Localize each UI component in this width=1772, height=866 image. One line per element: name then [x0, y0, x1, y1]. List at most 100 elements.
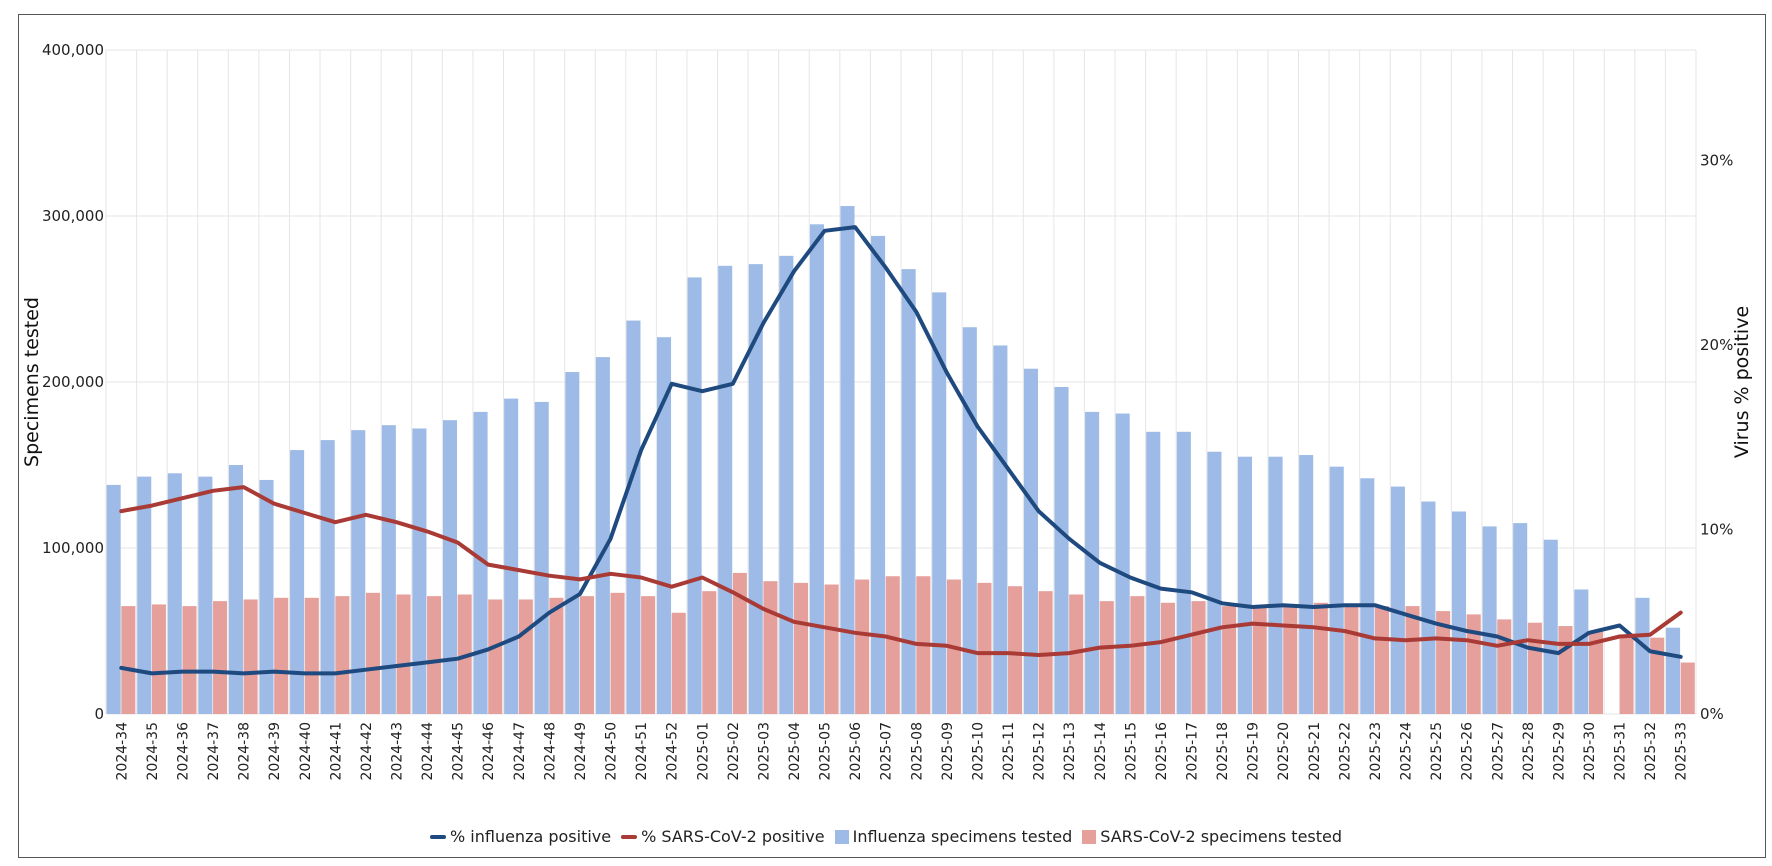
sars-bar — [1252, 606, 1267, 714]
influenza-bar — [473, 411, 488, 714]
influenza-bar — [626, 320, 641, 714]
influenza-bar — [1115, 413, 1130, 714]
influenza-bar — [1482, 526, 1497, 714]
sars-bar — [702, 591, 717, 714]
influenza-bar — [442, 420, 458, 714]
x-tick-label: 2025-08 — [909, 722, 925, 781]
x-tick-label: 2025-16 — [1154, 722, 1170, 781]
x-tick-label: 2025-24 — [1399, 722, 1415, 781]
legend-item: SARS-CoV-2 specimens tested — [1082, 827, 1342, 846]
y-tick-label: 0 — [94, 705, 104, 723]
sars-bar — [121, 606, 136, 714]
sars-bar — [335, 596, 350, 714]
sars-bar — [1680, 662, 1695, 714]
sars-bar — [610, 592, 625, 714]
influenza-bar — [1574, 589, 1589, 714]
sars-bar — [1222, 606, 1237, 714]
legend-label: % SARS-CoV-2 positive — [641, 827, 825, 846]
x-tick-label: 2024-48 — [542, 722, 558, 781]
sars-bar — [1405, 606, 1420, 714]
bars-layer — [106, 206, 1695, 715]
legend-label: Influenza specimens tested — [852, 827, 1073, 846]
influenza-bar — [1237, 456, 1253, 714]
x-tick-label: 2025-29 — [1551, 722, 1567, 781]
influenza-bar — [993, 345, 1008, 714]
y2-tick-label: 10% — [1700, 521, 1733, 539]
influenza-bar — [718, 265, 733, 714]
y-tick-label: 400,000 — [42, 41, 104, 59]
influenza-bar — [779, 255, 794, 714]
influenza-bar — [687, 277, 702, 714]
sars-bar — [274, 597, 289, 714]
sars-bar — [1099, 601, 1114, 714]
sars-bar — [1497, 619, 1512, 714]
sars-bar — [1650, 637, 1665, 714]
influenza-bar — [1207, 451, 1222, 714]
x-tick-label: 2024-39 — [267, 722, 283, 781]
sars-bar — [1374, 606, 1390, 714]
influenza-bar — [1513, 523, 1528, 714]
x-tick-label: 2025-14 — [1093, 722, 1109, 781]
x-tick-label: 2024-50 — [604, 722, 620, 781]
influenza-bar — [290, 450, 305, 714]
influenza-bar — [962, 327, 977, 714]
x-tick-label: 2025-11 — [1001, 722, 1017, 781]
x-tick-label: 2024-49 — [573, 722, 589, 781]
x-tick-label: 2024-37 — [206, 722, 222, 781]
x-tick-label: 2025-09 — [940, 722, 956, 781]
sars-bar — [488, 599, 503, 714]
x-tick-label: 2025-03 — [756, 722, 772, 781]
legend-item: % influenza positive — [429, 827, 611, 846]
influenza-bar — [932, 292, 947, 714]
sars-bar — [427, 596, 442, 714]
sars-bar — [549, 597, 564, 714]
x-tick-label: 2025-32 — [1643, 722, 1659, 781]
influenza-bar — [1421, 501, 1436, 714]
influenza-bar — [351, 430, 366, 714]
legend-item: % SARS-CoV-2 positive — [621, 827, 825, 846]
influenza-bar — [1176, 431, 1191, 714]
x-tick-label: 2025-13 — [1062, 722, 1078, 781]
y2-axis-title: Virus % positive — [1731, 306, 1753, 458]
sars-bar — [824, 584, 839, 714]
influenza-bar — [901, 269, 916, 714]
x-tick-label: 2025-18 — [1215, 722, 1231, 781]
influenza-bar — [1451, 511, 1467, 714]
sars-bar — [763, 581, 778, 714]
x-tick-label: 2025-28 — [1521, 722, 1537, 781]
sars-bar — [732, 572, 747, 714]
sars-bar — [579, 596, 595, 714]
x-tick-label: 2024-35 — [145, 722, 161, 781]
influenza-bar — [1360, 478, 1375, 714]
x-tick-label: 2025-06 — [848, 722, 864, 781]
influenza-bar — [412, 428, 427, 714]
x-tick-label: 2024-41 — [328, 722, 344, 781]
sars-bar — [151, 604, 166, 714]
influenza-bar — [1635, 597, 1650, 714]
x-tick-label: 2025-26 — [1460, 722, 1476, 781]
x-tick-label: 2025-02 — [726, 722, 742, 781]
x-tick-label: 2025-25 — [1429, 722, 1445, 781]
sars-bar — [518, 599, 533, 714]
lines-layer — [119, 225, 1683, 676]
x-tick-label: 2025-22 — [1337, 722, 1353, 781]
influenza-bar — [320, 440, 335, 714]
legend-label: SARS-CoV-2 specimens tested — [1100, 827, 1343, 846]
sars-bar — [1588, 631, 1604, 714]
x-tick-label: 2025-23 — [1368, 722, 1384, 781]
legend-box-swatch — [834, 829, 849, 844]
y-tick-label: 100,000 — [42, 539, 104, 557]
influenza-bar — [137, 476, 152, 714]
x-tick-label: 2025-07 — [879, 722, 895, 781]
x-tick-label: 2024-36 — [175, 722, 191, 781]
y2-tick-label: 20% — [1700, 336, 1733, 354]
legend-item: Influenza specimens tested — [834, 827, 1073, 846]
x-tick-label: 2024-40 — [298, 722, 314, 781]
x-tick-label: 2025-01 — [695, 722, 711, 781]
influenza-bar — [167, 473, 182, 714]
influenza-bar — [1054, 386, 1069, 714]
legend-line-swatch — [429, 834, 446, 839]
x-tick-label: 2025-19 — [1246, 722, 1262, 781]
influenza-bar — [1085, 411, 1100, 714]
sars-bar — [1466, 614, 1481, 714]
